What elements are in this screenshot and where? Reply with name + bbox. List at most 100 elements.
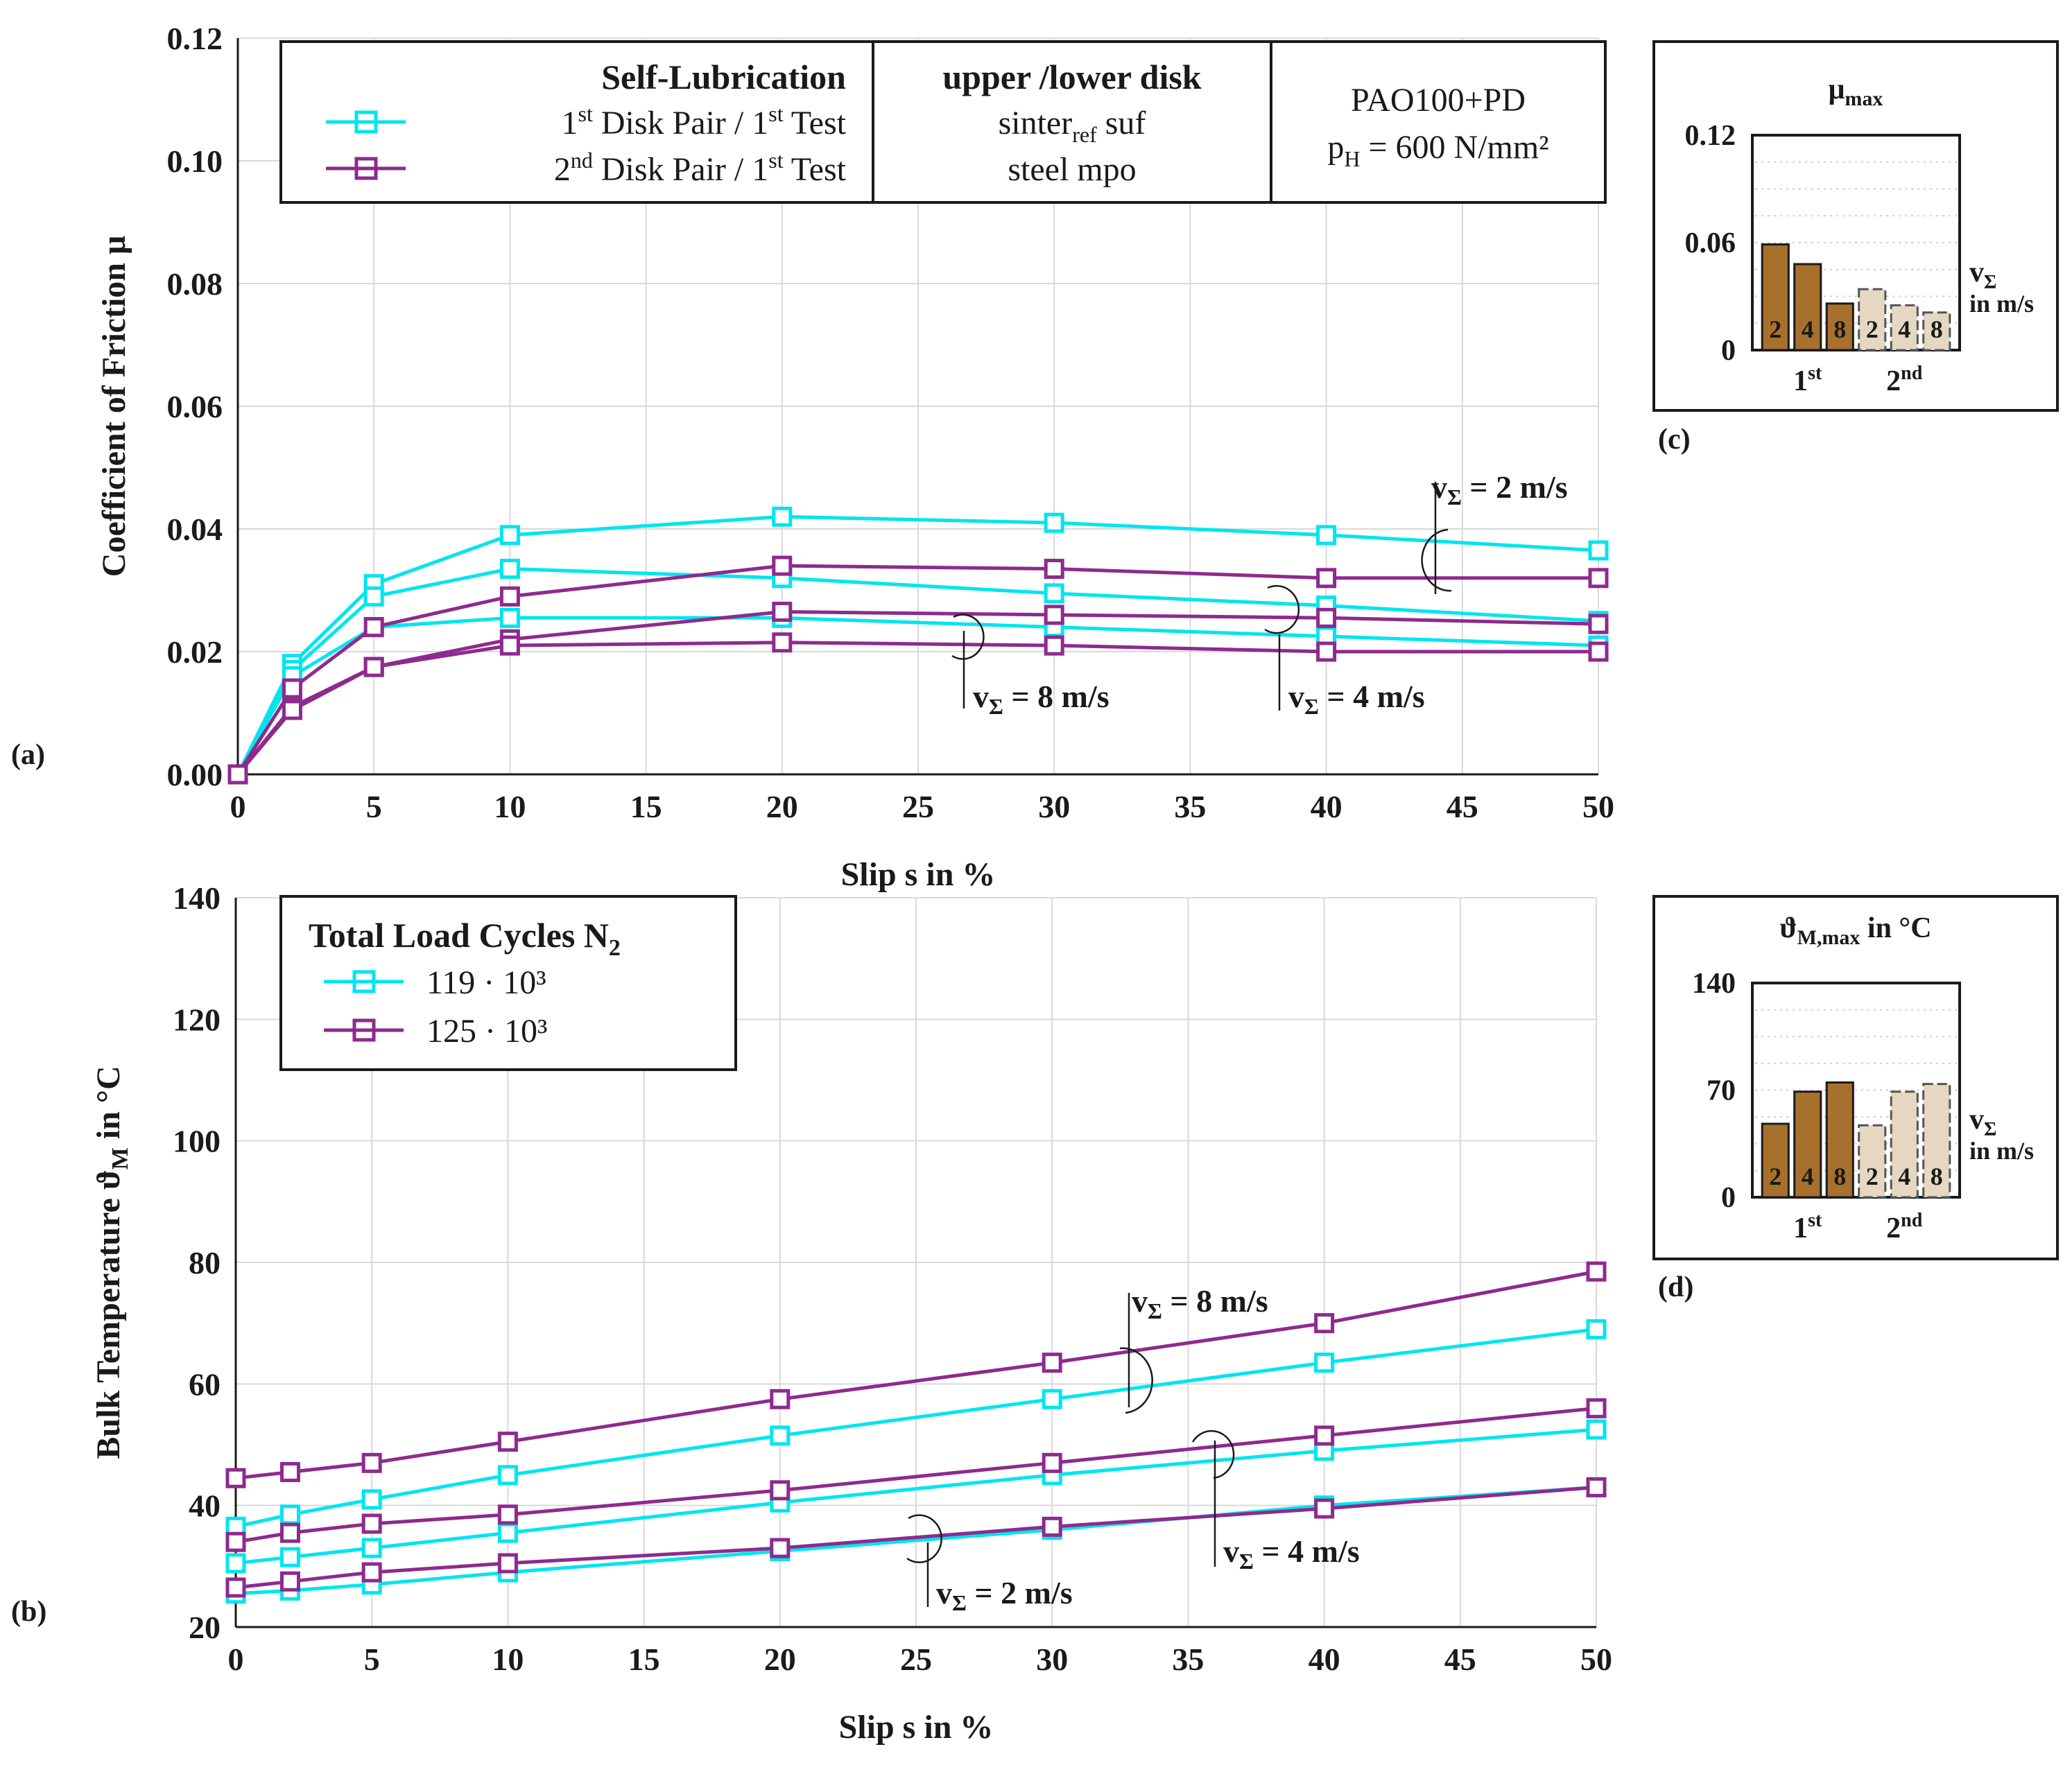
data-point [363, 586, 384, 607]
legend-a-series1-label: 1st Disk Pair / 1st Test [562, 101, 847, 141]
series-line [236, 616, 1599, 776]
inset-group-label: 1st [1793, 363, 1822, 397]
series-line [235, 1406, 1597, 1544]
data-point [279, 1571, 300, 1592]
inset-d-title: ϑM,max in °C [1779, 912, 1931, 949]
inset-y-tick: 0 [1721, 335, 1736, 367]
panel-label-a: (a) [11, 739, 45, 771]
x-tick-label: 15 [630, 789, 662, 824]
legend-b-title: Total Load Cycles N2 [309, 916, 621, 961]
data-point [497, 1432, 518, 1452]
data-point [363, 617, 384, 638]
temperature-legend: Total Load Cycles N2 119 · 10³ 125 · 10³ [279, 895, 737, 1071]
data-point [282, 678, 302, 699]
friction-callouts [951, 482, 1452, 711]
friction-y-ticks: 0.00 0.02 0.04 0.06 0.08 0.10 0.12 [167, 21, 223, 792]
x-tick-label: 15 [628, 1642, 660, 1677]
data-point [770, 1480, 791, 1501]
series-line [236, 564, 1598, 776]
legend-a-series2-label: 2nd Disk Pair / 1st Test [554, 148, 847, 188]
inset-y-tick: 0.12 [1685, 120, 1736, 152]
x-tick-label: 40 [1311, 789, 1343, 824]
y-tick-label: 80 [189, 1245, 221, 1280]
temperature-y-label: Bulk Temperature ϑM in °C [90, 1066, 133, 1459]
panel-label-b: (b) [11, 1596, 46, 1628]
series-line [235, 1427, 1597, 1565]
data-point [772, 632, 793, 653]
data-point [361, 1452, 382, 1473]
legend-b-series2-marker [352, 1018, 376, 1042]
inset-bar [1761, 1122, 1790, 1199]
legend-a-disk-upper: sinterref suf [999, 105, 1146, 147]
data-point [279, 1461, 300, 1482]
inset-bar-label: 4 [1802, 1163, 1814, 1190]
data-point [225, 1468, 246, 1488]
x-tick-label: 50 [1580, 1642, 1612, 1677]
inset-bar [1890, 304, 1919, 351]
data-point [279, 1547, 300, 1567]
inset-bar-label: 2 [1866, 315, 1879, 343]
data-point [1044, 512, 1064, 533]
series-b-3 [225, 1261, 1607, 1488]
data-point [1314, 1425, 1335, 1446]
y-tick-label: 0.02 [167, 634, 223, 670]
data-point [363, 657, 384, 677]
data-point [499, 586, 520, 607]
data-point [770, 1425, 791, 1446]
data-point [499, 607, 520, 628]
inset-bar-label: 2 [1769, 1163, 1781, 1190]
inset-c-title: μmax [1829, 73, 1883, 110]
inset-bar [1793, 1090, 1822, 1199]
data-point [1588, 614, 1609, 634]
data-point [1042, 1452, 1062, 1473]
inset-bar-label: 2 [1866, 1163, 1879, 1190]
data-point [497, 1522, 518, 1543]
data-point [279, 1522, 300, 1543]
inset-bar [1858, 1124, 1887, 1199]
x-tick-label: 50 [1582, 789, 1614, 824]
data-point [497, 1504, 518, 1525]
data-point [1314, 1498, 1335, 1519]
data-point [770, 1538, 791, 1558]
series-a-3 [227, 555, 1609, 785]
data-point [1588, 641, 1609, 662]
inset-v-legend: vΣ [1969, 1104, 1996, 1140]
y-tick-label: 40 [189, 1488, 221, 1524]
temperature-y-ticks: 20 40 60 80 100 120 140 [173, 880, 221, 1645]
data-point [1042, 1516, 1062, 1537]
callout-b-8ms: vΣ = 8 m/s [1132, 1283, 1268, 1323]
inset-bar-label: 4 [1802, 315, 1814, 343]
data-point [770, 1389, 791, 1409]
inset-v-unit: in m/s [1969, 290, 2034, 318]
y-tick-label: 0.04 [167, 512, 223, 547]
x-tick-label: 30 [1036, 1642, 1068, 1677]
inset-bar [1922, 1083, 1951, 1199]
legend-a-title: Self-Lubrication [601, 58, 846, 96]
data-point [361, 1562, 382, 1583]
series-a-5 [227, 632, 1609, 785]
x-tick-label: 35 [1172, 1642, 1204, 1677]
y-tick-label: 0.08 [167, 266, 223, 302]
y-tick-label: 0.12 [167, 21, 223, 56]
data-point [225, 1553, 246, 1574]
legend-a-series1-marker [354, 110, 378, 134]
y-tick-label: 0.06 [167, 389, 223, 424]
x-tick-label: 20 [764, 1642, 796, 1677]
data-point [1044, 559, 1064, 580]
inset-bar [1922, 311, 1951, 351]
x-tick-label: 45 [1447, 789, 1478, 824]
data-point [772, 601, 793, 622]
y-tick-label: 100 [173, 1124, 221, 1159]
inset-bar [1761, 243, 1790, 351]
inset-y-tick: 0.06 [1685, 227, 1736, 259]
callout-b-4ms: vΣ = 4 m/s [1223, 1533, 1360, 1574]
legend-a-series2-marker [354, 157, 378, 180]
data-point [1044, 583, 1064, 604]
data-point [1042, 1389, 1062, 1409]
inset-y-tick: 70 [1707, 1075, 1736, 1107]
data-point [497, 1465, 518, 1486]
x-tick-label: 10 [492, 1642, 524, 1677]
callout-a-4ms: vΣ = 4 m/s [1288, 679, 1425, 719]
data-point [772, 506, 793, 527]
